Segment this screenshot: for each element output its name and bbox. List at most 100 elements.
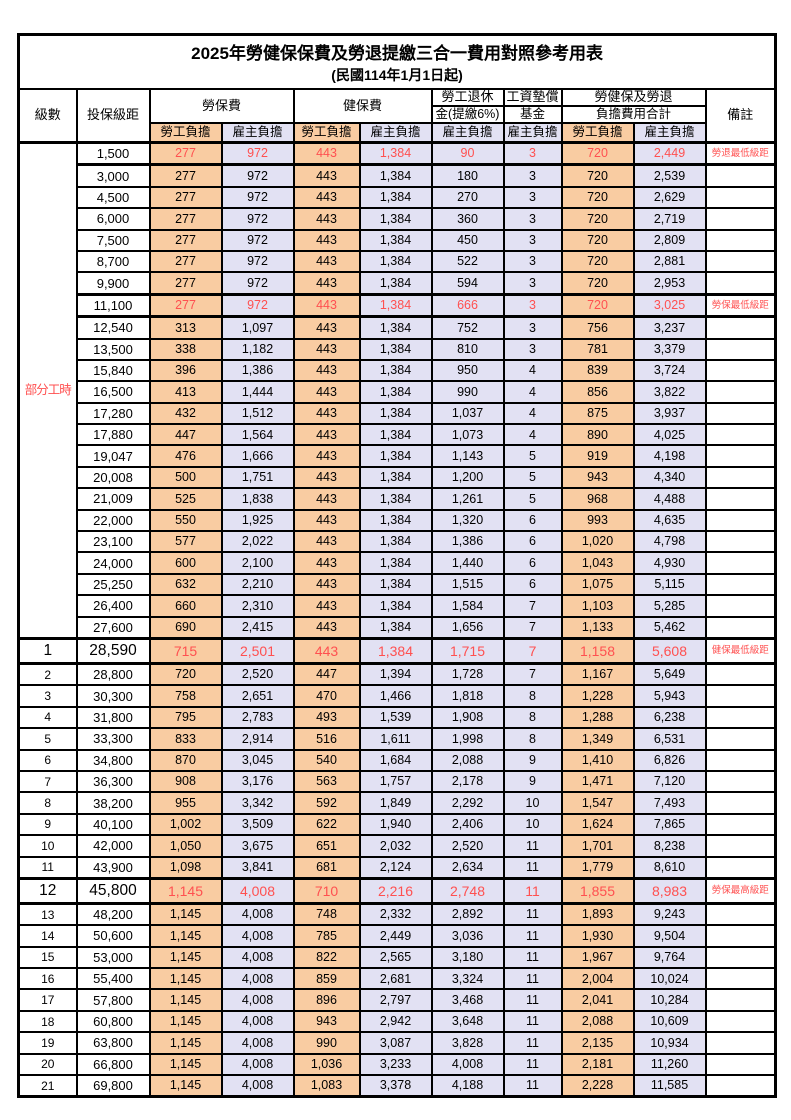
health-employee-cell: 859 xyxy=(292,967,361,991)
level-cell: 1 xyxy=(17,636,78,665)
level-cell: 17 xyxy=(17,988,78,1012)
table-row: 7 36,300 908 3,176 563 1,757 2,178 9 1,471 7,120 xyxy=(17,769,777,794)
pension-employer-cell: 1,200 xyxy=(430,465,505,490)
remark-cell: 勞保最高級距 xyxy=(704,876,777,905)
health-employee-cell: 516 xyxy=(292,727,361,751)
health-employer-cell: 1,384 xyxy=(358,315,433,340)
remark-cell xyxy=(704,185,777,210)
bracket-cell: 17,880 xyxy=(75,423,151,447)
total-employer-cell: 3,822 xyxy=(632,380,707,404)
bracket-cell: 15,840 xyxy=(75,358,151,383)
health-employer-cell: 1,384 xyxy=(358,487,433,511)
wage-fund-employer-cell: 3 xyxy=(502,292,563,319)
health-employee-cell: 443 xyxy=(292,380,361,404)
bracket-cell: 26,400 xyxy=(75,594,151,618)
total-employee-cell: 2,041 xyxy=(560,988,635,1012)
table-row: 3,000 277 972 443 1,384 180 3 720 2,539 xyxy=(19,163,777,188)
total-employee-cell: 2,004 xyxy=(560,967,635,991)
health-employee-cell: 443 xyxy=(292,228,361,252)
remark-cell xyxy=(704,924,777,948)
bracket-cell: 22,000 xyxy=(75,508,151,533)
health-employer-cell: 1,384 xyxy=(358,358,433,383)
health-employer-cell: 1,384 xyxy=(358,380,433,404)
labor-employer-cell: 2,022 xyxy=(220,530,295,554)
table-row: 13 48,200 1,145 4,008 748 2,332 2,892 11 1,893 9,… xyxy=(17,902,777,927)
remark-cell xyxy=(704,271,777,296)
bracket-cell: 38,200 xyxy=(75,791,151,815)
remark-cell xyxy=(704,487,777,511)
total-employer-cell: 9,243 xyxy=(632,902,707,927)
wage-fund-employer-cell: 5 xyxy=(502,465,563,490)
title-row: 2025年勞健保保費及勞退提繳三合一費用對照參考用表 (民國114年1月1日起) xyxy=(17,33,777,90)
level-cell: 21 xyxy=(17,1074,78,1098)
wage-fund-employer-cell: 11 xyxy=(502,855,563,880)
bracket-cell: 42,000 xyxy=(75,834,151,858)
table-row: 24,000 600 2,100 443 1,384 1,440 6 1,043 4,930 xyxy=(19,551,777,575)
pension-employer-cell: 1,998 xyxy=(430,727,505,751)
bracket-cell: 40,100 xyxy=(75,812,151,837)
pension-employer-cell: 990 xyxy=(430,380,505,404)
labor-employee-cell: 277 xyxy=(148,140,223,167)
wage-fund-employer-cell: 3 xyxy=(502,163,563,188)
total-employer-cell: 6,826 xyxy=(632,748,707,772)
health-employee-cell: 681 xyxy=(292,855,361,880)
col-header-total-line2: 負擔費用合計 xyxy=(560,105,707,124)
labor-employer-cell: 4,008 xyxy=(220,1009,295,1034)
remark-cell xyxy=(704,988,777,1012)
total-employee-cell: 1,701 xyxy=(560,834,635,858)
remark-cell xyxy=(704,705,777,730)
labor-employee-cell: 600 xyxy=(148,551,223,575)
labor-employer-cell: 972 xyxy=(220,228,295,252)
bracket-cell: 43,900 xyxy=(75,855,151,880)
health-employee-cell: 443 xyxy=(292,271,361,296)
total-employer-cell: 9,504 xyxy=(632,924,707,948)
health-employer-cell: 1,611 xyxy=(358,727,433,751)
table-row: 12 45,800 1,145 4,008 710 2,216 2,748 11 1,855 8,… xyxy=(17,876,777,905)
table-row: 6,000 277 972 443 1,384 360 3 720 2,719 xyxy=(19,207,777,231)
total-employer-cell: 10,024 xyxy=(632,967,707,991)
total-employer-cell: 8,238 xyxy=(632,834,707,858)
labor-employee-cell: 1,145 xyxy=(148,967,223,991)
pension-employer-cell: 666 xyxy=(430,292,505,319)
pension-employer-cell: 522 xyxy=(430,249,505,274)
bracket-cell: 11,100 xyxy=(75,292,151,319)
pension-employer-cell: 1,386 xyxy=(430,530,505,554)
total-employer-cell: 5,115 xyxy=(632,572,707,597)
bracket-cell: 53,000 xyxy=(75,945,151,970)
health-employer-cell: 1,384 xyxy=(358,572,433,597)
col-header-remark: 備註 xyxy=(704,88,777,144)
labor-employer-cell: 2,501 xyxy=(220,636,295,665)
total-employee-cell: 1,228 xyxy=(560,684,635,708)
wage-fund-employer-cell: 3 xyxy=(502,337,563,361)
header-row-1: 級數 投保級距 勞保費 健保費 勞工退休 工資墊償 勞健保及勞退 備註 xyxy=(17,88,777,144)
health-employee-cell: 443 xyxy=(292,315,361,340)
labor-employer-cell: 1,838 xyxy=(220,487,295,511)
wage-fund-employer-cell: 8 xyxy=(502,705,563,730)
health-employee-cell: 443 xyxy=(292,636,361,665)
health-employer-cell: 1,684 xyxy=(358,748,433,772)
level-cell: 16 xyxy=(17,967,78,991)
health-employer-cell: 2,032 xyxy=(358,834,433,858)
total-employee-cell: 756 xyxy=(560,315,635,340)
health-employer-cell: 2,124 xyxy=(358,855,433,880)
health-employer-cell: 1,466 xyxy=(358,684,433,708)
labor-employer-cell: 1,666 xyxy=(220,444,295,468)
wage-fund-employer-cell: 11 xyxy=(502,876,563,905)
table-row: 17,280 432 1,512 443 1,384 1,037 4 875 3,937 xyxy=(19,401,777,426)
wage-fund-employer-cell: 3 xyxy=(502,207,563,231)
pension-employer-cell: 3,828 xyxy=(430,1031,505,1055)
labor-employee-cell: 720 xyxy=(148,662,223,687)
labor-employee-cell: 396 xyxy=(148,358,223,383)
col-header-pension-line2: 金(提繳6%) xyxy=(430,105,505,124)
labor-employer-cell: 1,097 xyxy=(220,315,295,340)
table-row: 17 57,800 1,145 4,008 896 2,797 3,468 11 2,041 10… xyxy=(17,988,777,1012)
remark-cell xyxy=(704,662,777,687)
labor-employee-cell: 277 xyxy=(148,163,223,188)
pension-employer-cell: 1,320 xyxy=(430,508,505,533)
labor-employer-cell: 1,751 xyxy=(220,465,295,490)
remark-cell xyxy=(704,228,777,252)
health-employee-cell: 443 xyxy=(292,508,361,533)
labor-employee-cell: 1,145 xyxy=(148,924,223,948)
bracket-cell: 13,500 xyxy=(75,337,151,361)
health-employer-cell: 1,384 xyxy=(358,615,433,640)
